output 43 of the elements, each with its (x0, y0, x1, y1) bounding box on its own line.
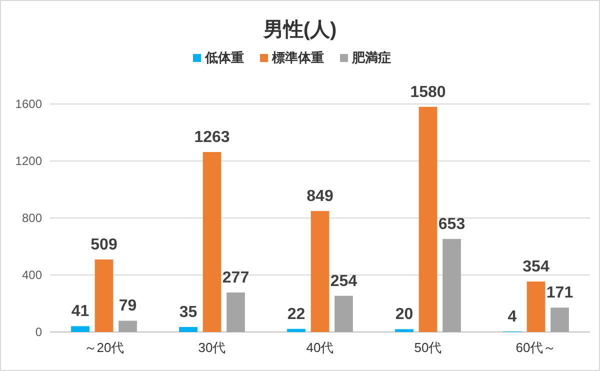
data-label: 653 (438, 216, 466, 233)
bar (179, 327, 198, 332)
bar (287, 328, 306, 332)
bar (395, 329, 414, 332)
x-tick-label: 50代 (414, 340, 442, 355)
data-label: 22 (287, 306, 306, 323)
legend-label: 標準体重 (271, 50, 324, 65)
bar (526, 282, 546, 332)
y-tick-label: 800 (22, 211, 42, 225)
bar (118, 320, 137, 332)
data-label: 4 (508, 308, 517, 326)
bar (202, 152, 222, 332)
bar (418, 106, 438, 332)
bar (334, 296, 353, 332)
legend-label: 肥満症 (351, 50, 391, 65)
y-tick-label: 400 (22, 268, 42, 282)
y-tick-label: 1200 (15, 154, 42, 168)
data-label: 254 (330, 272, 358, 290)
x-tick-label: 60代～ (516, 340, 556, 355)
x-tick-label: 30代 (198, 340, 226, 355)
data-label: 41 (71, 303, 90, 320)
bar (310, 211, 330, 332)
data-label: 79 (118, 298, 137, 315)
x-tick-label: 40代 (306, 340, 334, 355)
y-tick-label: 1600 (15, 97, 42, 111)
data-label: 509 (90, 236, 118, 254)
data-label: 20 (395, 306, 414, 324)
bar (226, 292, 245, 332)
bar (442, 238, 461, 332)
bar (71, 326, 90, 332)
data-label: 354 (522, 258, 550, 276)
data-label: 171 (546, 284, 574, 302)
data-label: 1263 (194, 129, 230, 146)
bar (94, 259, 114, 332)
chart-title: 男性(人) (262, 19, 337, 41)
x-tick-label: ～20代 (84, 340, 124, 355)
y-tick-label: 0 (35, 325, 42, 339)
bar (550, 308, 569, 332)
data-label: 35 (179, 304, 198, 322)
data-label: 849 (306, 188, 334, 206)
legend-label: 低体重 (204, 50, 244, 65)
data-label: 277 (222, 270, 250, 287)
data-label: 1580 (410, 84, 446, 101)
